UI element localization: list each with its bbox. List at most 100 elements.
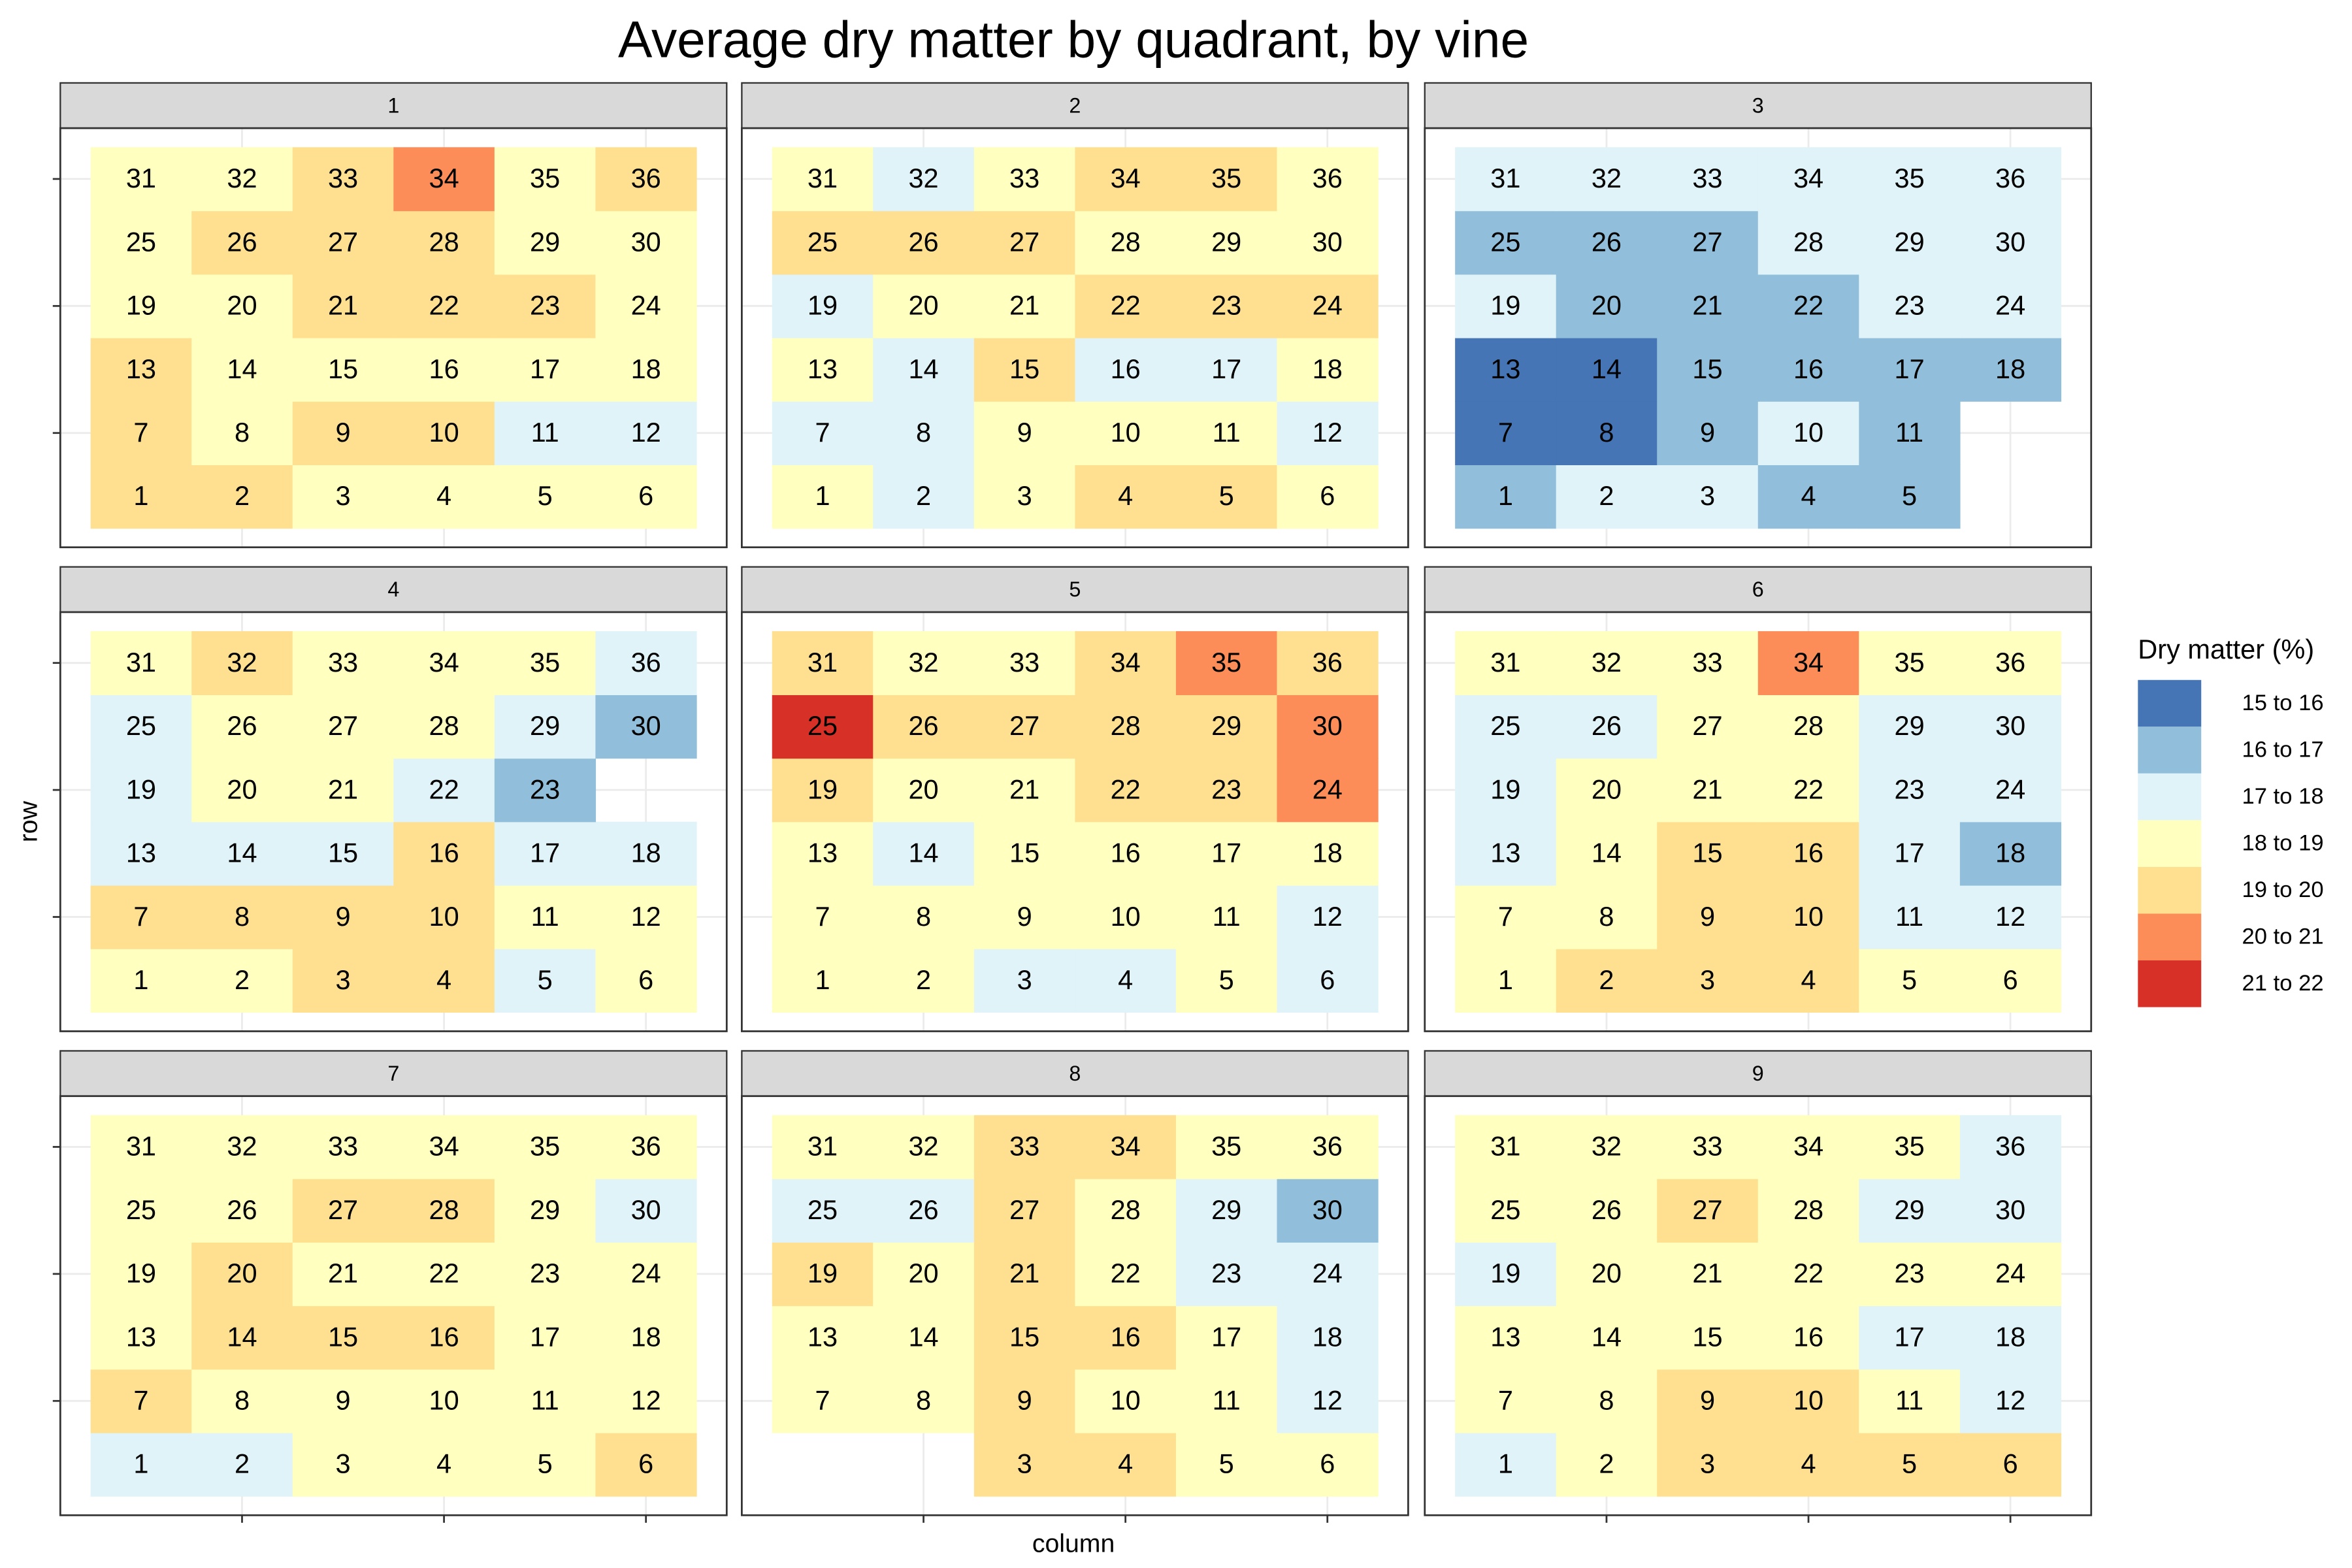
cell-label: 32 (1592, 647, 1622, 678)
cell-label: 13 (1490, 838, 1520, 868)
cell-label: 13 (1490, 1321, 1520, 1352)
heatmap-cell (1075, 1432, 1177, 1497)
heatmap-cell (772, 885, 874, 949)
heatmap-cell (1075, 758, 1177, 823)
cell-label: 7 (815, 417, 830, 448)
cell-label: 12 (631, 1385, 661, 1416)
heatmap-cell (873, 821, 975, 886)
legend-swatch (2138, 727, 2202, 774)
cell-label: 3 (1017, 480, 1032, 511)
cell-label: 21 (1692, 1258, 1722, 1288)
heatmap-cell (1859, 631, 1961, 695)
heatmap-cell (973, 274, 1076, 338)
heatmap-cell (494, 1432, 596, 1497)
heatmap-cell (772, 401, 874, 466)
heatmap-cell (292, 274, 394, 338)
heatmap-cell (1657, 274, 1759, 338)
cell-label: 29 (530, 1194, 560, 1225)
heatmap-cell (973, 401, 1076, 466)
cell-label: 5 (1902, 1448, 1917, 1479)
heatmap-cell (1657, 1179, 1759, 1243)
heatmap-cell (393, 147, 495, 212)
cell-label: 32 (908, 1131, 938, 1162)
cell-label: 33 (1009, 1131, 1039, 1162)
cell-label: 30 (631, 710, 661, 741)
cell-label: 36 (1313, 647, 1343, 678)
heatmap-cell (1175, 337, 1278, 402)
cell-label: 28 (429, 1194, 459, 1225)
legend-label: 18 to 19 (2242, 830, 2324, 855)
heatmap-cell (1175, 1369, 1278, 1433)
cell-label: 16 (1793, 838, 1823, 868)
cell-label: 26 (227, 226, 257, 257)
heatmap-cell (595, 821, 697, 886)
heatmap-cell (1075, 1115, 1177, 1179)
heatmap-cell (191, 1305, 293, 1370)
heatmap-cell (1175, 885, 1278, 949)
cell-label: 19 (1490, 774, 1520, 804)
cell-label: 6 (638, 964, 653, 995)
heatmap-cell (1757, 821, 1860, 886)
cell-label: 17 (1894, 838, 1924, 868)
cell-label: 17 (530, 1321, 560, 1352)
cell-label: 12 (1313, 417, 1343, 448)
heatmap-cell (1757, 401, 1860, 466)
cell-label: 23 (530, 774, 560, 804)
cell-label: 33 (1009, 647, 1039, 678)
heatmap-cell (1075, 949, 1177, 1013)
heatmap-cell (1075, 1242, 1177, 1307)
heatmap-cell (292, 885, 394, 949)
heatmap-cell (1859, 210, 1961, 275)
cell-label: 10 (429, 417, 459, 448)
cell-label: 21 (1009, 290, 1039, 321)
cell-label: 33 (328, 163, 358, 193)
heatmap-cell (191, 401, 293, 466)
cell-label: 31 (126, 163, 156, 193)
heatmap-cell (494, 885, 596, 949)
cell-label: 5 (1219, 1448, 1234, 1479)
cell-label: 28 (1111, 226, 1141, 257)
cell-label: 4 (1801, 480, 1816, 511)
heatmap-cell (393, 758, 495, 823)
cell-label: 26 (908, 1194, 938, 1225)
cell-label: 35 (1894, 1131, 1924, 1162)
heatmap-cell (1175, 465, 1278, 529)
heatmap-cell (292, 1179, 394, 1243)
panel-border (59, 1095, 728, 1516)
heatmap-cell (1075, 821, 1177, 886)
cell-label: 3 (1017, 964, 1032, 995)
cell-label: 14 (1592, 353, 1622, 384)
cell-label: 33 (1692, 1131, 1722, 1162)
cell-label: 12 (1313, 901, 1343, 932)
heatmap-cell (595, 885, 697, 949)
heatmap-cell (873, 465, 975, 529)
cell-label: 2 (1599, 480, 1614, 511)
heatmap-cell (292, 1305, 394, 1370)
cell-label: 9 (1017, 1385, 1032, 1416)
cell-label: 9 (1700, 417, 1715, 448)
cell-label: 17 (1211, 353, 1241, 384)
cell-label: 34 (1111, 1131, 1141, 1162)
cell-label: 6 (2003, 964, 2018, 995)
heatmap-cell (90, 210, 192, 275)
heatmap-cell (1757, 210, 1860, 275)
cell-label: 16 (1111, 353, 1141, 384)
cell-label: 28 (1793, 710, 1823, 741)
heatmap-cell (595, 1305, 697, 1370)
cell-label: 26 (1592, 1194, 1622, 1225)
heatmap-cell (1657, 949, 1759, 1013)
heatmap-cell (1657, 631, 1759, 695)
cell-label: 32 (908, 647, 938, 678)
heatmap-cell (1959, 694, 2062, 759)
facet-label: 7 (387, 1062, 399, 1085)
cell-label: 24 (631, 1258, 661, 1288)
cell-label: 4 (1118, 1448, 1133, 1479)
facet-strip (1424, 566, 2092, 613)
heatmap-cell (1657, 1242, 1759, 1307)
cell-label: 18 (1995, 353, 2025, 384)
heatmap-cell (1657, 821, 1759, 886)
heatmap-cell (1277, 147, 1379, 212)
cell-label: 13 (126, 1321, 156, 1352)
cell-label: 35 (1211, 647, 1241, 678)
heatmap-cell (1757, 1432, 1860, 1497)
